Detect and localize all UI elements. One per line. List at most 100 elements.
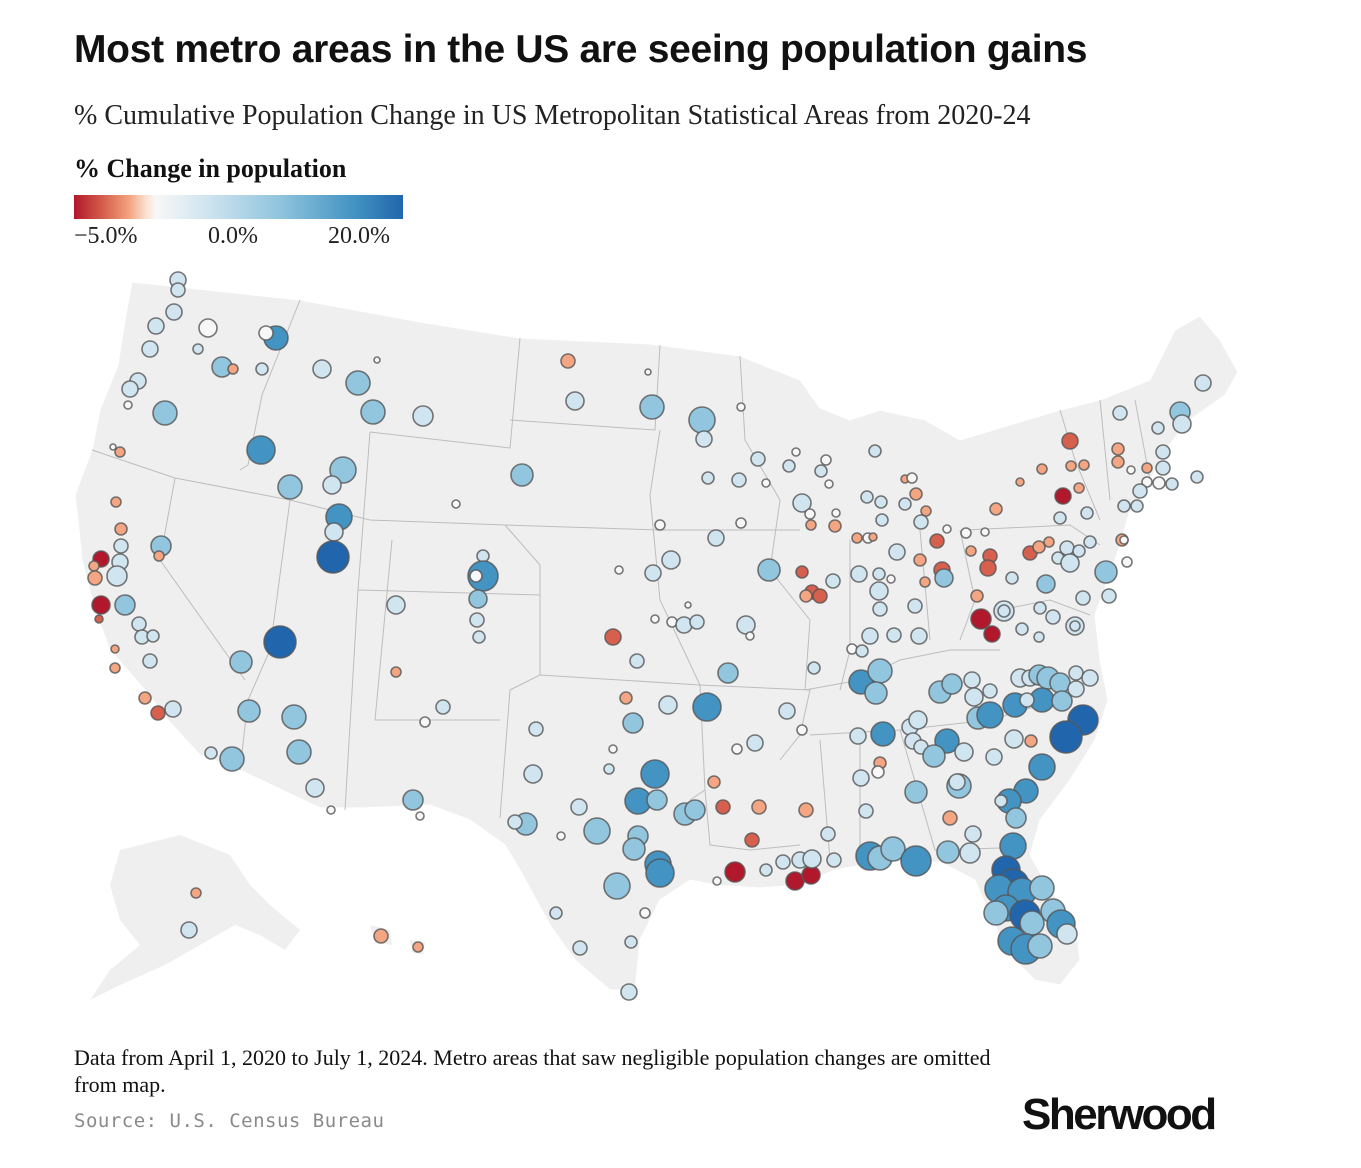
us-landmass	[74, 281, 1239, 1000]
metro-dot	[731, 743, 743, 755]
metro-dot	[412, 941, 424, 953]
metro-dot	[867, 658, 893, 684]
metro-dot	[326, 805, 336, 815]
metro-dot	[964, 687, 984, 707]
metro-dot	[904, 780, 928, 804]
metro-dot	[629, 653, 645, 669]
metro-dot	[959, 842, 981, 864]
metro-dot	[258, 325, 274, 341]
metro-dot	[1005, 571, 1019, 585]
metro-dot	[390, 666, 402, 678]
metro-dot	[871, 765, 885, 779]
metro-dot	[639, 907, 651, 919]
metro-dot	[373, 928, 389, 944]
metro-dot	[603, 763, 615, 775]
metro-dot	[970, 608, 992, 630]
metro-dot	[1072, 544, 1086, 558]
metro-dot	[549, 906, 563, 920]
metro-dot	[281, 704, 307, 730]
metro-dot	[246, 435, 276, 465]
metro-dot	[87, 570, 103, 586]
metro-dot	[654, 519, 666, 531]
metro-dot	[778, 702, 796, 720]
metro-dot	[1130, 499, 1144, 513]
metro-dot	[751, 799, 767, 815]
metro-dot	[507, 814, 523, 830]
metro-dot	[1121, 556, 1133, 568]
metro-dot	[942, 810, 958, 826]
metro-dot	[451, 499, 461, 509]
metro-dot	[360, 399, 386, 425]
metro-dot	[1051, 690, 1073, 712]
metro-dot	[909, 487, 923, 501]
metro-dot	[1004, 729, 1024, 749]
metro-dot	[640, 759, 670, 789]
metro-dot	[985, 748, 1003, 766]
metro-dot	[1068, 665, 1084, 681]
metro-dot	[965, 545, 977, 557]
metro-dot	[556, 831, 566, 841]
metro-dot	[1056, 923, 1078, 945]
metro-dot	[1151, 421, 1165, 435]
metro-dot	[114, 594, 136, 616]
metro-dot	[1028, 753, 1056, 781]
metro-dot	[312, 359, 332, 379]
metro-dot	[942, 524, 952, 534]
metro-dot	[1032, 540, 1046, 554]
metro-dot	[715, 799, 731, 815]
metro-dot	[1027, 933, 1053, 959]
metro-dot	[736, 402, 746, 412]
legend-tick-zero: 0.0%	[208, 223, 258, 249]
metro-dot	[717, 662, 739, 684]
metro-dot	[792, 493, 812, 513]
metro-dot	[255, 362, 269, 376]
metro-dot	[1036, 463, 1048, 475]
metro-dot	[324, 522, 344, 542]
metro-dot	[1101, 588, 1117, 604]
metro-dot	[644, 368, 652, 376]
metro-dot	[141, 340, 159, 358]
metro-dot	[198, 318, 218, 338]
metro-dot	[744, 832, 760, 848]
metro-dot	[804, 508, 816, 520]
metro-dot	[1119, 535, 1129, 545]
metro-dot	[147, 317, 165, 335]
metro-dot	[91, 595, 111, 615]
metro-dot	[603, 872, 631, 900]
metro-dot	[106, 565, 128, 587]
metro-dot	[824, 479, 834, 489]
metro-dot	[386, 595, 406, 615]
metro-dot	[960, 527, 972, 539]
metro-dot	[468, 589, 488, 609]
metro-dot	[109, 443, 117, 451]
metro-dot	[868, 444, 882, 458]
metro-dot	[997, 604, 1011, 618]
metro-dot	[565, 391, 585, 411]
metro-dot	[1019, 692, 1035, 708]
metro-dot	[138, 691, 152, 705]
metro-dot	[1065, 460, 1077, 472]
metro-dot	[123, 400, 133, 410]
metro-dot	[999, 832, 1027, 860]
metro-dot	[583, 817, 611, 845]
metro-dot	[1033, 601, 1047, 615]
metro-dot	[1067, 680, 1085, 698]
metro-dot	[650, 614, 660, 624]
metro-dot	[851, 532, 863, 544]
metro-dot	[204, 746, 218, 760]
metro-dot	[826, 852, 842, 868]
metro-dot	[825, 573, 841, 589]
metro-dot	[435, 699, 451, 715]
metro-dot	[757, 558, 781, 582]
metro-dot	[745, 631, 755, 641]
metro-dot	[113, 538, 129, 554]
metro-dot	[807, 661, 821, 675]
metro-dot	[913, 553, 927, 567]
metro-dot	[419, 716, 431, 728]
metro-dot	[121, 380, 139, 398]
metro-dot	[142, 653, 158, 669]
metro-dot	[1049, 672, 1071, 694]
metro-dot	[886, 574, 896, 584]
legend-tick-min: −5.0%	[74, 223, 138, 249]
metro-dot	[849, 727, 867, 745]
